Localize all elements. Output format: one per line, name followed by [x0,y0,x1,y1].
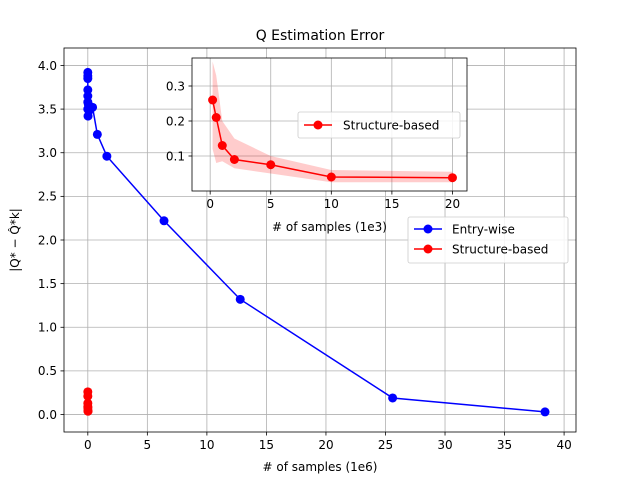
inset-point-structure-based-4 [266,160,276,170]
main-point-entry-wise-16 [388,393,398,403]
x-axis-label: # of samples (1e6) [263,460,378,474]
main-y-tick-label-1: 0.5 [38,364,57,378]
main-y-tick-label-5: 2.5 [38,190,57,204]
main-series [83,67,550,417]
inset-x-tick-label-3: 15 [384,197,399,211]
main-point-structure-based-1 [83,391,93,401]
main-point-entry-wise-15 [235,294,245,304]
main-point-entry-wise-2 [83,74,93,84]
main-y-tick-label-7: 3.5 [38,102,57,116]
y-axis-label: |Q* − Q̂*k| [8,208,22,272]
main-y-tick-label-2: 1.0 [38,321,57,335]
main-x-tick-label-6: 30 [437,438,452,452]
main-point-entry-wise-13 [102,151,112,161]
main-y-tick-label-3: 1.5 [38,277,57,291]
inset-point-structure-based-2 [217,141,227,150]
main-x-tick-label-0: 0 [84,438,92,452]
inset-point-structure-based-5 [326,172,336,182]
main-y-tick-label-4: 2.0 [38,233,57,247]
main-x-tick-label-2: 10 [199,438,214,452]
inset-x-tick-label-2: 10 [324,197,339,211]
legend-label-entry-wise: Entry-wise [452,223,515,237]
inset-x-tick-label-1: 5 [267,197,275,211]
legend-label-structure-based: Structure-based [452,243,548,257]
chart-title: Q Estimation Error [256,28,385,44]
inset-legend: Structure-based [297,111,461,139]
main-point-entry-wise-11 [88,102,98,112]
main-y-tick-label-8: 4.0 [38,59,57,73]
inset-y-tick-label-2: 0.3 [166,79,185,93]
inset-point-structure-based-0 [208,95,218,105]
main-point-entry-wise-12 [92,129,102,139]
main-y-tick-label-6: 3.0 [38,146,57,160]
main-legend: Entry-wise Structure-based [407,216,569,264]
inset-axes-frame [191,57,468,192]
legend-marker-structure-based [423,244,433,254]
main-x-tick-label-3: 15 [259,438,274,452]
inset-ticks: 0 5 10 15 20 0.1 0.2 0.3 [166,79,460,211]
inset-point-structure-based-6 [447,173,457,183]
main-y-tick-label-0: 0.0 [38,408,57,422]
main-x-tick-label-8: 40 [556,438,571,452]
main-x-tick-label-7: 35 [497,438,512,452]
legend-marker-entry-wise [423,224,433,234]
main-x-tick-label-1: 5 [144,438,152,452]
inset-legend-marker [313,120,323,130]
main-point-entry-wise-14 [159,216,169,226]
inset-x-tick-label-4: 20 [445,197,460,211]
inset-point-structure-based-1 [211,113,221,122]
inset-legend-label: Structure-based [343,119,439,133]
main-legend-box [407,216,569,264]
inset-axes: 0 5 10 15 20 0.1 0.2 0.3 # of samples (1e3) Str… [166,57,468,234]
inset-series [208,61,457,183]
main-ticks: 0 5 10 15 20 25 30 35 40 0.0 0.5 1.0 1.5 2.0 2.5 3.0 3.5… [38,59,572,452]
inset-x-tick-label-0: 0 [206,197,214,211]
inset-point-structure-based-3 [229,155,239,164]
main-point-structure-based-6 [83,406,93,416]
inset-y-tick-label-0: 0.1 [166,149,185,163]
inset-legend-box [297,111,461,139]
main-point-entry-wise-17 [540,407,550,417]
inset-y-tick-label-1: 0.2 [166,114,185,128]
main-x-tick-label-5: 25 [378,438,393,452]
inset-x-axis-label: # of samples (1e3) [272,220,387,234]
main-x-tick-label-4: 20 [318,438,333,452]
